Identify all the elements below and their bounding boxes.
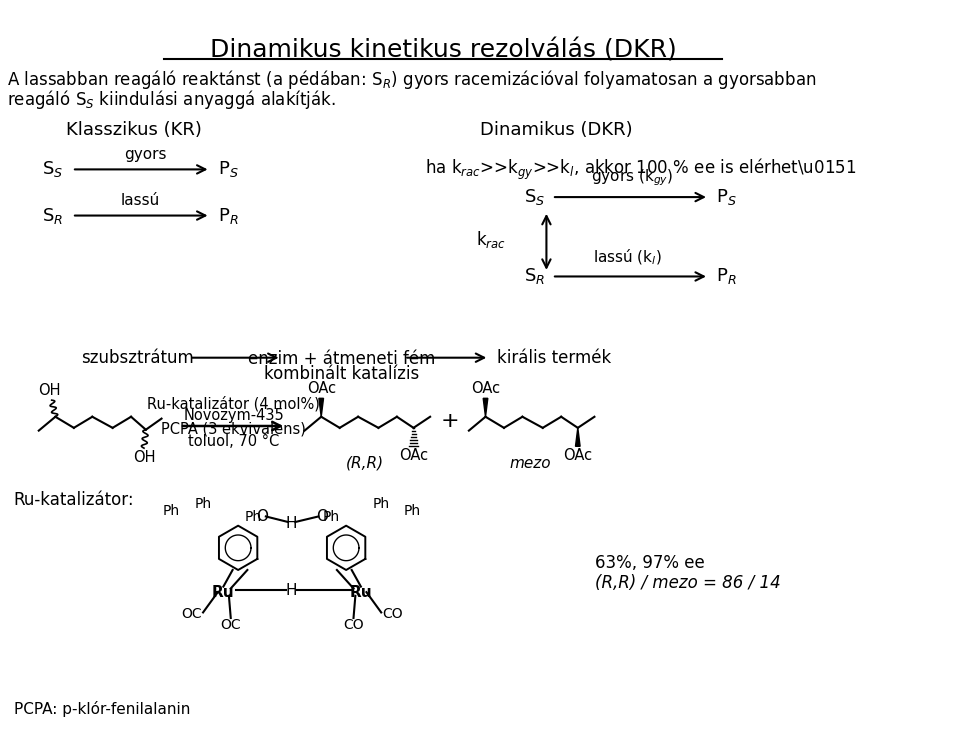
Text: gyors (k$_{gy}$): gyors (k$_{gy}$) [591,167,673,187]
Text: P$_R$: P$_R$ [716,266,737,287]
Text: (R,R): (R,R) [346,456,384,470]
Text: S$_S$: S$_S$ [41,160,62,179]
Text: lassú: lassú [121,194,160,208]
Text: gyors: gyors [125,147,167,162]
Text: OAc: OAc [399,448,428,463]
Text: Ph: Ph [372,497,390,510]
Text: lassú (k$_l$): lassú (k$_l$) [593,248,662,267]
Text: 63%, 97% ee: 63%, 97% ee [595,553,705,572]
Text: toluol, 70 °C: toluol, 70 °C [188,434,279,449]
Text: Ru: Ru [349,584,372,600]
Text: OC: OC [221,618,241,632]
Text: OAc: OAc [306,382,336,396]
Text: S$_S$: S$_S$ [524,187,545,207]
Text: O: O [316,509,328,524]
Polygon shape [575,428,580,446]
Text: Ph: Ph [195,497,211,510]
Text: P$_S$: P$_S$ [218,160,238,179]
Text: Ru: Ru [212,584,234,600]
Text: S$_R$: S$_R$ [41,206,62,225]
Text: Ph: Ph [323,510,340,525]
Text: ha k$_{rac}$>>k$_{gy}$>>k$_l$, akkor 100 % ee is elérhet\u0151: ha k$_{rac}$>>k$_{gy}$>>k$_l$, akkor 100… [424,156,856,181]
Text: Ru-katalizátor (4 mol%): Ru-katalizátor (4 mol%) [147,395,320,411]
Text: S$_R$: S$_R$ [524,266,545,287]
Text: reagáló S$_S$ kiindulási anyaggá alakítják.: reagáló S$_S$ kiindulási anyaggá alakítj… [8,88,336,111]
Text: Ph: Ph [404,504,421,518]
Polygon shape [319,398,324,417]
Text: OC: OC [181,607,203,621]
Text: Ru-katalizátor:: Ru-katalizátor: [13,491,134,509]
Text: H: H [286,583,298,598]
Text: CO: CO [344,618,364,632]
Text: Klasszikus (KR): Klasszikus (KR) [66,122,203,139]
Text: Ph: Ph [245,510,261,525]
Text: királis termék: királis termék [496,349,611,367]
Text: CO: CO [382,607,402,621]
Text: OH: OH [38,383,61,398]
Text: kombinált katalízis: kombinált katalízis [264,365,420,383]
Text: A lassabban reagáló reaktánst (a pédában: S$_R$) gyors racemizációval folyamatos: A lassabban reagáló reaktánst (a pédában… [8,68,817,91]
Polygon shape [483,398,488,417]
Text: mezo: mezo [510,456,552,470]
Text: P$_R$: P$_R$ [218,206,238,225]
Text: OH: OH [132,450,156,465]
Text: H: H [286,516,298,531]
Text: Ph: Ph [163,504,180,518]
Text: enzim + átmeneti fém: enzim + átmeneti fém [248,350,435,368]
Text: Dinamikus (DKR): Dinamikus (DKR) [480,122,633,139]
Text: (R,R) / mezo = 86 / 14: (R,R) / mezo = 86 / 14 [595,574,781,592]
Text: k$_{rac}$: k$_{rac}$ [476,229,506,250]
Text: Novozym-435: Novozym-435 [183,408,284,423]
Text: OAc: OAc [564,448,592,463]
Text: O: O [256,509,268,524]
Text: +: + [441,411,459,432]
Text: OAc: OAc [471,382,500,396]
Text: PCPA (3 ekvivalens): PCPA (3 ekvivalens) [161,421,306,436]
Text: P$_S$: P$_S$ [716,187,737,207]
Text: PCPA: p-klór-fenilalanin: PCPA: p-klór-fenilalanin [13,701,190,717]
Text: Dinamikus kinetikus rezolválás (DKR): Dinamikus kinetikus rezolválás (DKR) [209,39,677,62]
Text: szubsztrátum: szubsztrátum [82,349,194,367]
